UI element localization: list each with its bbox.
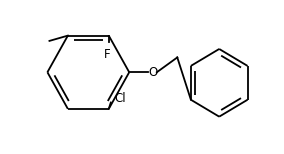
- Text: Cl: Cl: [114, 92, 126, 105]
- Text: O: O: [149, 66, 158, 79]
- Text: F: F: [103, 48, 110, 61]
